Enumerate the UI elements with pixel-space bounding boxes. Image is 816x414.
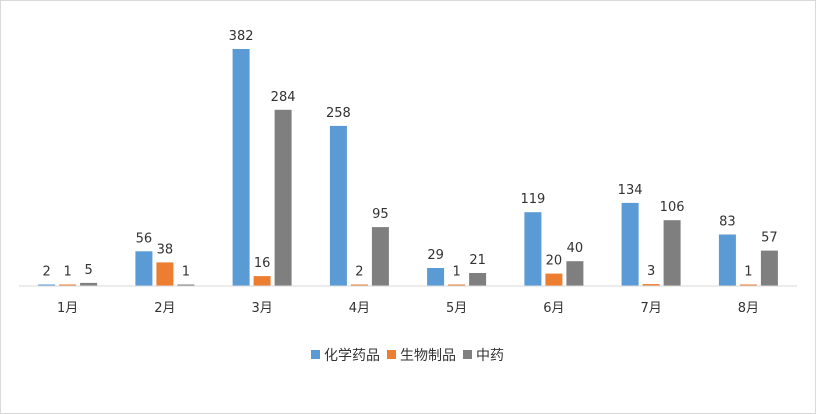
bar-4月-化学药品 (329, 125, 347, 287)
x-tick-label: 2月 (154, 301, 175, 316)
data-label-5月-化学药品: 29 (427, 248, 444, 263)
bar-8月-化学药品 (718, 234, 736, 286)
data-label-3月-化学药品: 382 (229, 29, 254, 44)
data-label-4月-化学药品: 258 (326, 106, 351, 121)
x-tick-labels: 1月 2月 3月 4月 5月 6月 7月 8月 (57, 301, 759, 316)
bar-2月-中药 (177, 284, 195, 286)
x-tick-label: 8月 (738, 301, 759, 316)
legend-label: 中药 (476, 348, 504, 364)
data-label-1月-化学药品: 2 (42, 265, 50, 280)
data-label-2月-化学药品: 56 (136, 231, 153, 246)
data-label-8月-化学药品: 83 (719, 215, 736, 230)
data-label-7月-中药: 106 (660, 200, 685, 215)
legend-swatch (387, 350, 396, 359)
bar-1月-中药 (80, 282, 98, 286)
bar-7月-中药 (663, 220, 681, 286)
data-label-3月-中药: 284 (271, 90, 296, 105)
bar-4月-生物制品 (350, 284, 368, 286)
data-label-8月-生物制品: 1 (744, 265, 752, 280)
legend: 化学药品 生物制品 中药 (311, 348, 504, 364)
data-label-7月-化学药品: 134 (618, 183, 643, 198)
x-tick-label: 7月 (640, 301, 661, 316)
bar-7月-化学药品 (621, 202, 639, 286)
legend-label: 化学药品 (324, 348, 380, 364)
legend-item-化学药品: 化学药品 (311, 348, 380, 364)
data-label-6月-生物制品: 20 (546, 254, 563, 269)
bar-3月-化学药品 (232, 49, 250, 286)
data-label-5月-生物制品: 1 (452, 265, 460, 280)
bar-4月-中药 (371, 227, 389, 286)
x-tick-label: 4月 (349, 301, 370, 316)
x-tick-label: 5月 (446, 301, 467, 316)
bars-layer (38, 49, 778, 287)
x-tick-label: 1月 (57, 301, 78, 316)
bar-6月-中药 (566, 261, 584, 286)
data-label-2月-生物制品: 38 (157, 242, 174, 257)
x-tick-label: 3月 (251, 301, 272, 316)
data-label-6月-化学药品: 119 (520, 192, 545, 207)
x-tick-label: 6月 (543, 301, 564, 316)
bar-7月-生物制品 (642, 284, 660, 286)
data-label-1月-中药: 5 (84, 263, 92, 278)
bar-5月-中药 (469, 273, 487, 286)
bar-6月-化学药品 (524, 212, 542, 286)
bar-2月-化学药品 (135, 251, 153, 286)
legend-label: 生物制品 (400, 348, 456, 364)
bar-2月-生物制品 (156, 262, 174, 286)
data-labels-layer: 2 1 55638138216284258295291211192040134310… (42, 29, 777, 280)
bar-8月-生物制品 (739, 284, 757, 286)
data-label-3月-生物制品: 16 (254, 256, 271, 271)
data-label-1月-生物制品: 1 (63, 265, 71, 280)
data-label-5月-中药: 21 (469, 253, 486, 268)
bar-8月-中药 (760, 250, 778, 286)
legend-item-生物制品: 生物制品 (387, 348, 456, 364)
bar-1月-生物制品 (59, 284, 77, 286)
bar-1月-化学药品 (38, 284, 56, 286)
bar-3月-中药 (274, 109, 292, 286)
bar-5月-生物制品 (448, 284, 466, 286)
legend-item-中药: 中药 (463, 348, 504, 364)
data-label-8月-中药: 57 (761, 231, 778, 246)
bar-5月-化学药品 (427, 268, 445, 286)
legend-swatch (311, 350, 320, 359)
data-label-2月-中药: 1 (182, 265, 190, 280)
bar-3月-生物制品 (253, 276, 271, 286)
legend-swatch (463, 350, 472, 359)
data-label-6月-中药: 40 (567, 241, 584, 256)
data-label-4月-生物制品: 2 (355, 265, 363, 280)
bar-6月-生物制品 (545, 273, 563, 286)
data-label-7月-生物制品: 3 (647, 264, 655, 279)
data-label-4月-中药: 95 (372, 207, 389, 222)
